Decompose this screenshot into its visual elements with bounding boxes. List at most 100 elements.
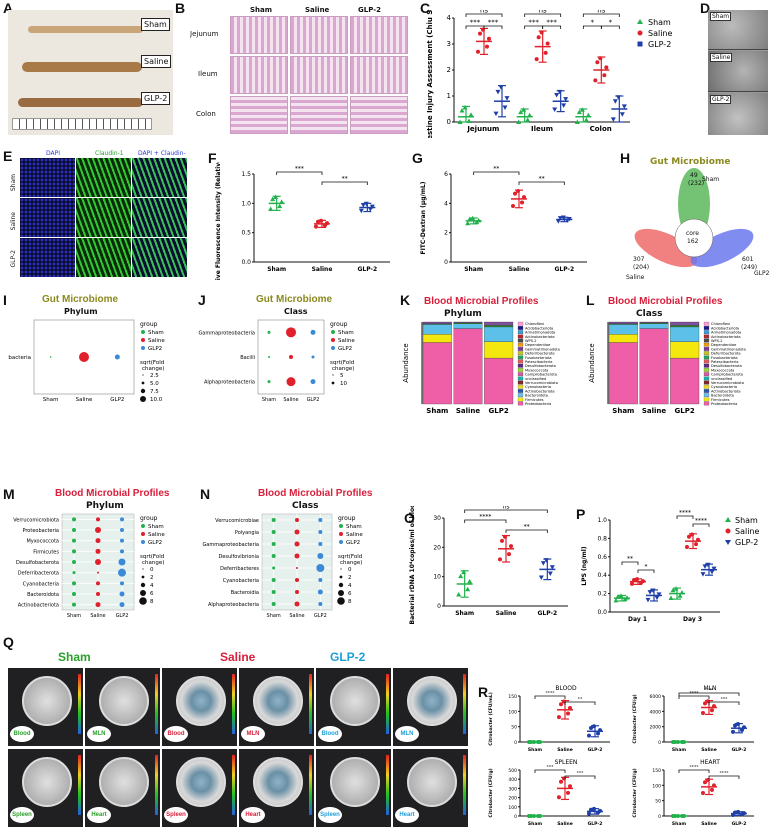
size-legend-label: 0	[150, 567, 154, 573]
sig-bracket	[708, 775, 740, 779]
dot	[271, 578, 276, 582]
legend-swatch	[703, 326, 710, 330]
data-point	[465, 220, 471, 226]
x-tick-label: Sham	[267, 613, 281, 619]
dot	[316, 564, 325, 572]
dot	[96, 592, 100, 596]
stacked-bar-k: Abundance Sham Saline GLP2 ChloroflexiAcidob…	[402, 321, 560, 415]
y-tick-label: Cyanobacteria	[223, 578, 259, 584]
data-point	[604, 65, 609, 70]
dot	[95, 538, 101, 544]
data-point	[587, 733, 591, 738]
data-point	[602, 73, 607, 78]
bar-segment	[453, 328, 483, 405]
bar-segment	[484, 341, 514, 359]
if-grid	[20, 158, 188, 278]
data-point	[568, 784, 572, 789]
data-point	[687, 534, 691, 539]
panel-label-e: E	[3, 148, 13, 164]
y-tick-label: 50	[655, 799, 661, 805]
col-claudin: Claudin-1	[95, 150, 124, 157]
dot	[295, 518, 299, 522]
x-tick-label: Sham	[455, 610, 474, 617]
size-legend-dot	[337, 597, 345, 605]
if-image	[132, 158, 187, 197]
legend-label: Actinobacteriota	[525, 389, 555, 393]
n-title: Blood Microbial Profiles	[258, 488, 373, 499]
legend-swatch	[517, 376, 524, 381]
sig-bracket	[483, 25, 503, 29]
legend-title: group	[140, 321, 158, 328]
x-tick-label: Saline	[76, 397, 93, 403]
data-point	[557, 795, 561, 800]
legend-label: Sham	[735, 516, 758, 525]
legend-swatch	[703, 380, 710, 385]
dot	[271, 590, 276, 594]
data-point	[507, 552, 511, 557]
dot	[120, 581, 124, 586]
bar-segment	[670, 326, 700, 342]
dot	[72, 528, 76, 532]
data-point	[736, 722, 740, 727]
dot	[294, 529, 300, 535]
dot	[95, 548, 101, 554]
r-title: MLN	[703, 685, 716, 692]
chart-o: 0 10 20 30 Bacterial rDNA 10⁴copies/ml of bl…	[409, 506, 568, 624]
sig-bracket-label: **	[524, 524, 530, 531]
data-point	[742, 811, 746, 816]
color-scale-bar	[386, 674, 389, 734]
data-point	[574, 119, 580, 124]
dot	[267, 380, 271, 384]
q-group-saline: Saline	[220, 650, 256, 664]
data-point	[740, 728, 744, 733]
data-point	[456, 592, 462, 597]
x-tick-label: GLP2	[314, 613, 327, 619]
data-point	[710, 708, 714, 713]
legend-label: Armatimonadota	[525, 331, 555, 335]
data-point	[467, 578, 473, 584]
venn-sham-name: Sham	[702, 176, 720, 183]
legend-label: Sham	[648, 18, 671, 27]
y-axis-label: FITC-Dextran (μg/mL)	[420, 181, 427, 254]
y-tick-label: 50	[511, 725, 517, 731]
dot	[72, 602, 76, 607]
data-point	[647, 590, 653, 595]
sig-bracket-label: ns	[597, 10, 605, 15]
y-axis-label: Abundance	[402, 343, 410, 382]
if-image	[76, 238, 131, 277]
sig-bracket-label: ****	[679, 510, 691, 517]
sig-bracket	[678, 769, 710, 773]
legend-label: Saline	[148, 338, 165, 344]
panel-label-n: N	[200, 486, 211, 502]
size-legend-label: 4	[348, 583, 352, 589]
bar-segment	[484, 321, 514, 326]
size-legend-dot	[139, 597, 147, 605]
data-point	[566, 711, 570, 716]
y-tick-label: 0.8	[597, 535, 607, 542]
r-title: SPLEEN	[555, 759, 578, 766]
panel-label-q: Q	[3, 634, 14, 650]
size-legend-label: 2.5	[150, 373, 159, 379]
dot	[268, 356, 270, 358]
sig-bracket-label: *	[591, 19, 595, 27]
dot	[271, 518, 276, 522]
dot	[119, 591, 125, 597]
size-legend-dot	[141, 381, 145, 385]
histology-image	[350, 96, 408, 134]
x-tick-label: Day 1	[628, 616, 647, 623]
x-tick-label: Sham	[67, 613, 81, 619]
histology-image	[290, 16, 348, 54]
legend-marker	[141, 540, 145, 544]
dot	[96, 581, 100, 586]
i-title: Gut Microbiome	[42, 294, 119, 305]
y-tick-label: 30	[433, 515, 441, 522]
dot	[318, 602, 323, 606]
sig-bracket	[582, 13, 620, 17]
row-glp2: GLP-2	[10, 250, 17, 268]
data-point	[612, 99, 618, 104]
m-subtitle: Phylum	[86, 501, 124, 511]
sig-bracket-label: ****	[705, 688, 715, 694]
data-point	[478, 31, 482, 36]
sig-bracket-label: ***	[470, 19, 481, 27]
histology-image	[350, 16, 408, 54]
